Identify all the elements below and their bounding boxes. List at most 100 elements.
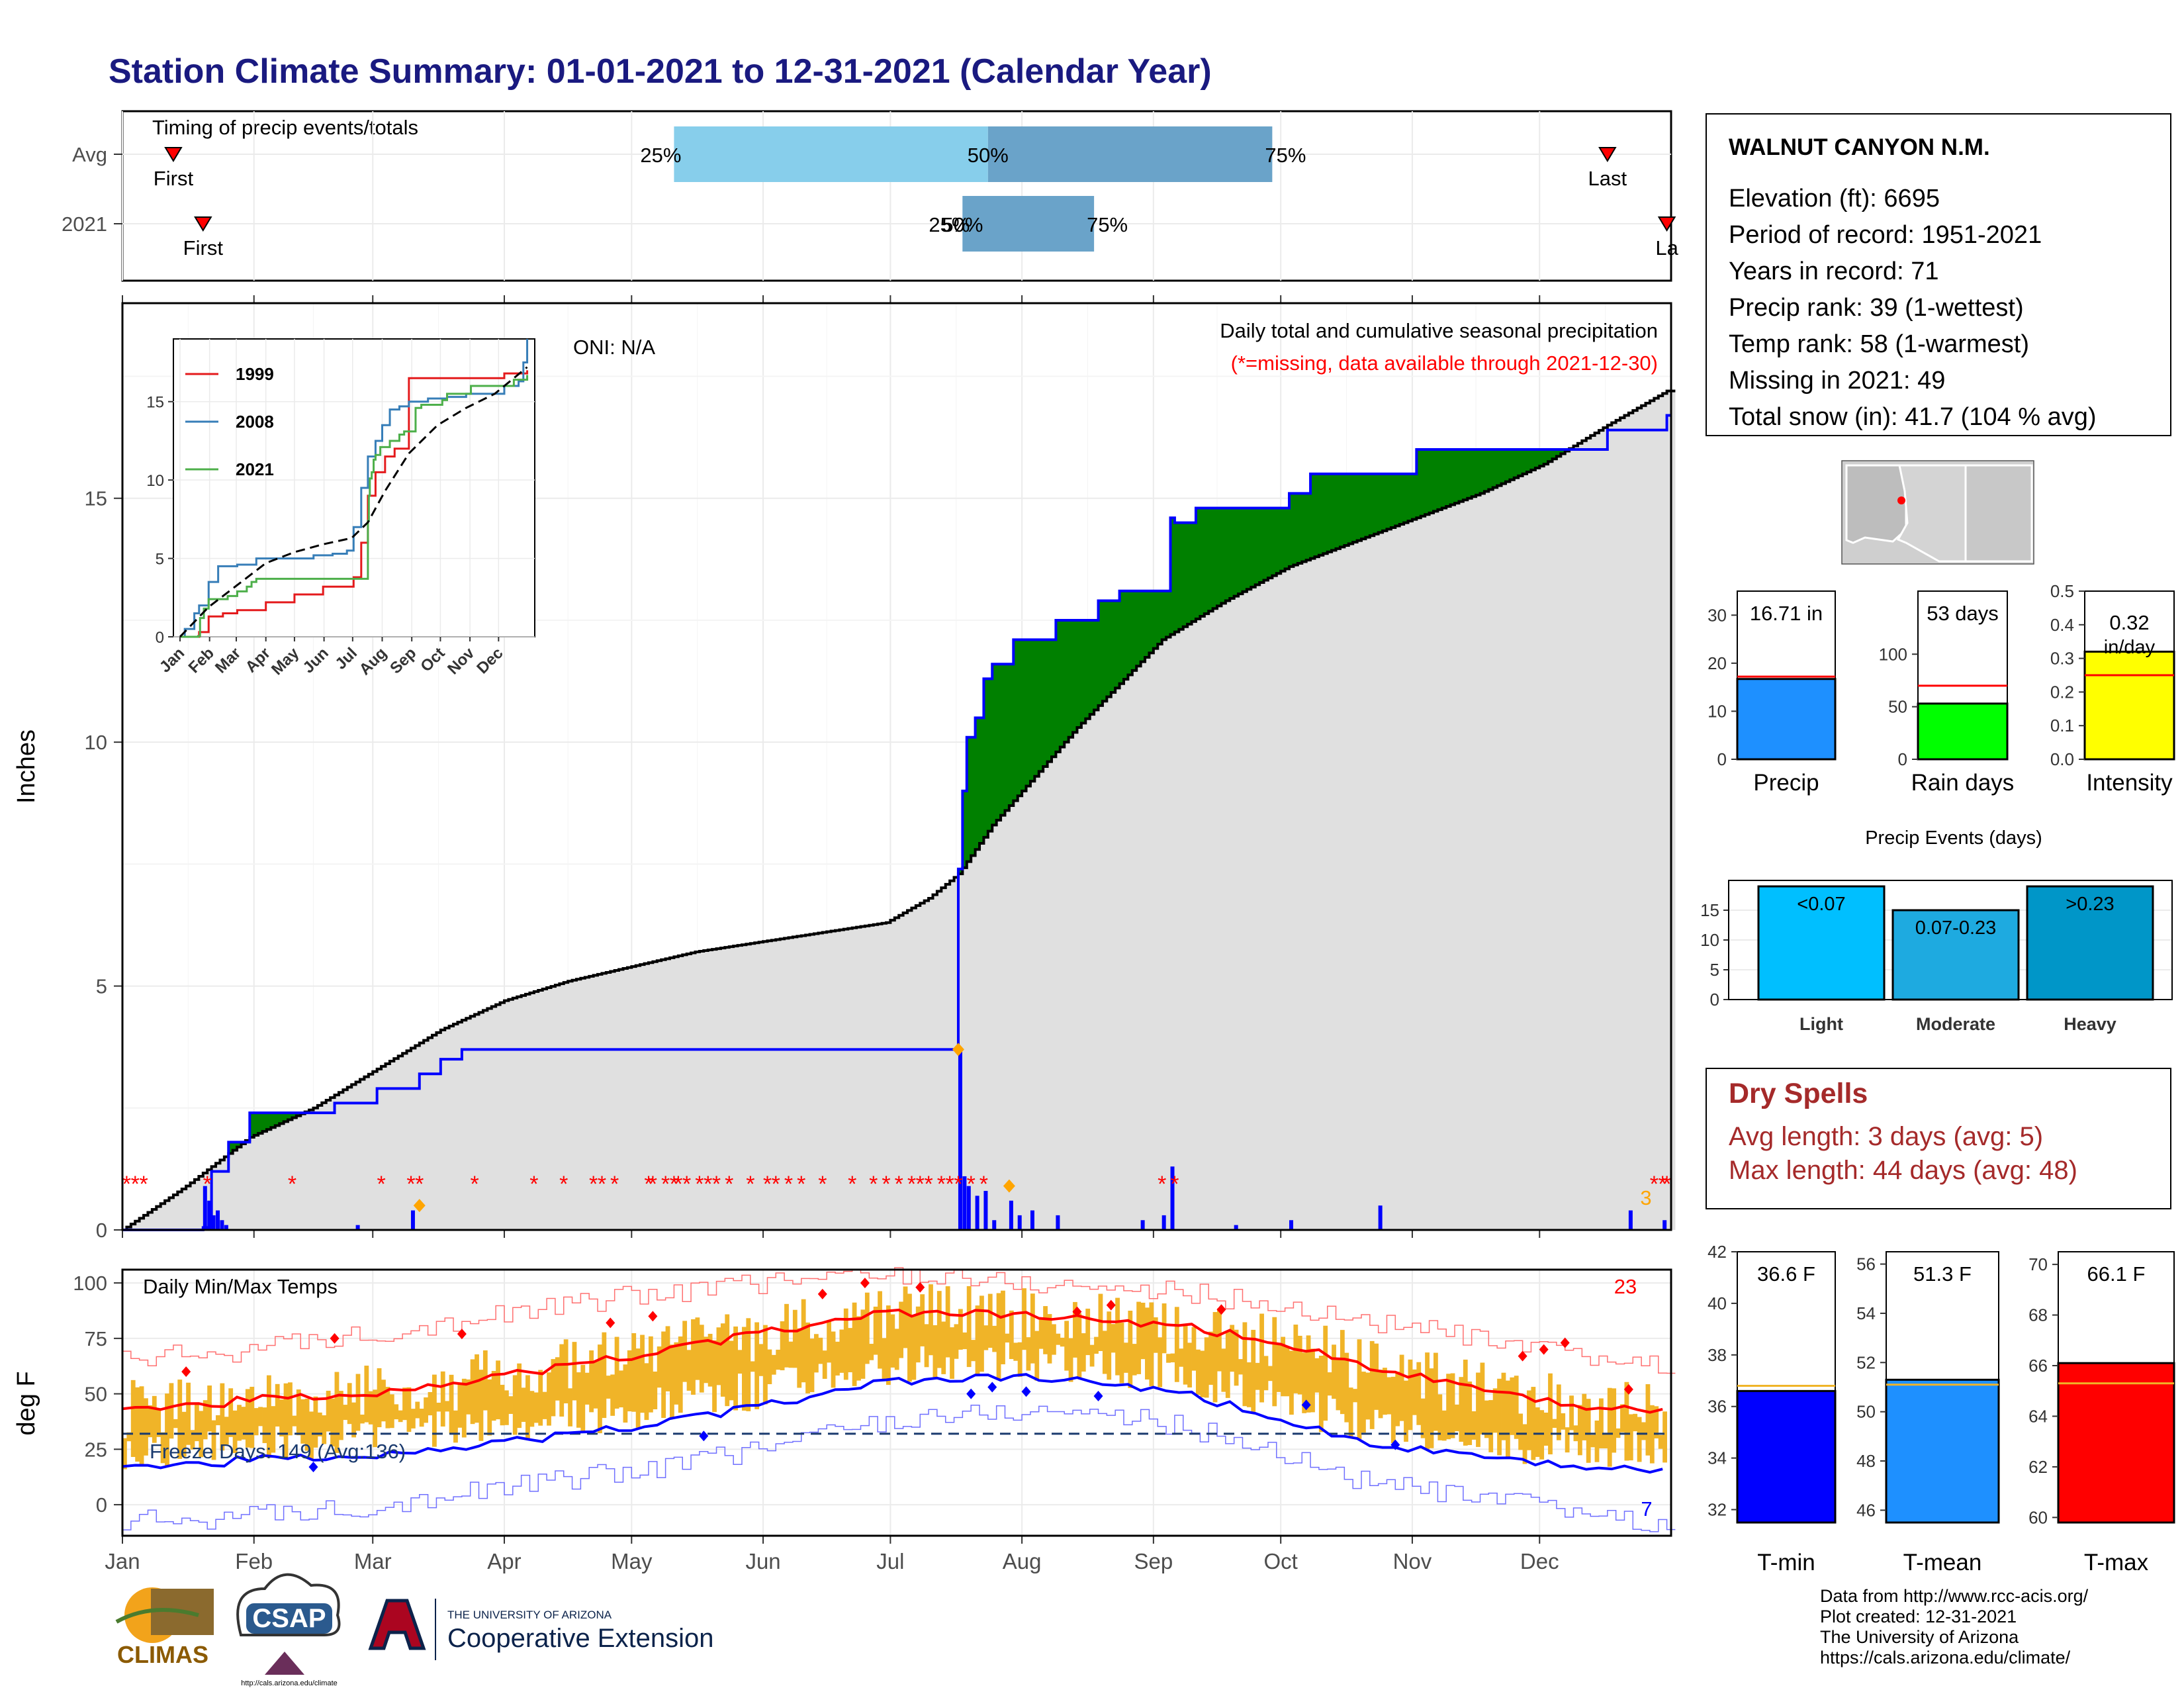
precip-departure-segment [1297, 493, 1302, 563]
missing-day-marker: * [674, 1172, 682, 1197]
precip-departure-segment [1395, 473, 1400, 526]
precip-departure-segment [1200, 508, 1205, 617]
temp-x-tick-label: Dec [1520, 1549, 1559, 1573]
daily-temp-bar [449, 1374, 454, 1434]
precip-departure-segment [1047, 639, 1052, 762]
daily-precip-bar [1628, 1210, 1633, 1230]
station-info-box: WALNUT CANYON N.M. Elevation (ft): 6695 P… [1706, 113, 2171, 436]
missing-day-marker: * [869, 1172, 878, 1197]
daily-temp-bar [627, 1350, 632, 1412]
precip-departure-segment [1285, 508, 1290, 569]
daily-temp-bar [245, 1389, 250, 1448]
daily-temp-bar [1662, 1411, 1667, 1463]
precip-departure-segment [279, 1113, 285, 1124]
precip-departure-segment [1234, 508, 1239, 596]
daily-temp-bar [152, 1395, 157, 1443]
tmean-gauge-bar [1885, 1378, 2000, 1524]
university-of-arizona-logo: THE UNIVERSITY OF ARIZONA Cooperative Ex… [368, 1599, 713, 1660]
main-y-tick-label: 5 [96, 975, 107, 998]
daily-temp-bar [864, 1292, 870, 1364]
precip-departure-segment [1056, 620, 1061, 752]
precip-departure-segment [1281, 508, 1286, 571]
daily-temp-bar [1310, 1348, 1315, 1413]
missing-day-marker: * [1170, 1172, 1179, 1197]
precip-departure-segment [1476, 449, 1481, 495]
page-title: Station Climate Summary: 01-01-2021 to 1… [109, 52, 1212, 91]
missing-day-marker: * [589, 1172, 598, 1197]
station-detail-line: Total snow (in): 41.7 (104 % avg) [1729, 403, 2097, 431]
ua-block-a [368, 1599, 426, 1650]
daily-temp-bar [220, 1383, 225, 1451]
daily-temp-bar [173, 1419, 178, 1429]
daily-temp-bar [334, 1372, 340, 1453]
timing-title: Timing of precip events/totals [152, 116, 418, 139]
precip-departure-segment [1332, 473, 1337, 551]
tmin-gauge-y-tick-label: 38 [1707, 1345, 1727, 1365]
precip-departure-segment [253, 1113, 259, 1136]
tmean-gauge-y-tick-label: 46 [1856, 1500, 1876, 1520]
timing-row-label: 2021 [62, 212, 107, 236]
daily-temp-bar [1395, 1372, 1400, 1427]
missing-day-marker: * [559, 1172, 568, 1197]
precip-departure-segment [283, 1113, 289, 1122]
daily-temp-bar [1238, 1359, 1243, 1375]
precip-departure-segment [258, 1113, 263, 1134]
daily-temp-bar [1615, 1428, 1621, 1438]
daily-precip-bar [1378, 1205, 1383, 1230]
daily-temp-bar [1353, 1389, 1357, 1403]
daily-temp-bar [207, 1385, 212, 1432]
inset-y-tick-label: 15 [146, 394, 164, 412]
daily-temp-bar [529, 1391, 535, 1427]
daily-temp-bar [1318, 1355, 1324, 1432]
daily-temp-bar [1425, 1352, 1430, 1450]
daily-temp-bar [894, 1329, 899, 1370]
daily-temp-bar [1022, 1288, 1026, 1350]
precip-departure-segment [1441, 449, 1447, 508]
daily-temp-bar [360, 1414, 365, 1424]
inset-y-tick-label: 0 [156, 629, 164, 647]
missing-day-marker: * [772, 1172, 780, 1197]
daily-temp-bar [1017, 1342, 1023, 1377]
daily-temp-bar [1183, 1323, 1188, 1385]
dry-spells-frame [1706, 1068, 2171, 1209]
daily-temp-bar [674, 1342, 679, 1405]
record-high-marker [1072, 1306, 1082, 1317]
freeze-days-label: Freeze Days: 149 (Avg:136) [150, 1440, 406, 1463]
normal-cumulative-area [122, 391, 1676, 1230]
precip-departure-segment [1369, 473, 1375, 536]
record-high-marker [648, 1311, 658, 1322]
daily-temp-bar [377, 1368, 382, 1428]
main-panel-frame [121, 302, 1672, 1231]
daily-temp-bar [1145, 1307, 1150, 1380]
precip-departure-segment [1204, 508, 1209, 614]
daily-temp-bar [1140, 1302, 1146, 1360]
timing-q50-label: 50% [968, 144, 1009, 167]
daily-temp-bar [729, 1340, 734, 1401]
daily-temp-bar [1340, 1330, 1345, 1415]
daily-precip-bar [207, 1200, 212, 1230]
daily-temp-bar [665, 1326, 670, 1391]
dry-spells-box: Dry Spells Avg length: 3 days (avg: 5) M… [1706, 1068, 2171, 1209]
tmax-gauge-y-tick-label: 64 [2028, 1406, 2048, 1426]
daily-temp-bar [1369, 1340, 1375, 1429]
tmax-gauge-bar [2057, 1362, 2175, 1524]
daily-temp-bar [1522, 1424, 1527, 1464]
intensity-gauge-unit-label: in/day [2104, 637, 2156, 658]
daily-temp-bar [725, 1314, 730, 1407]
daily-temp-bar [695, 1317, 700, 1380]
rain-days-gauge-y-tick-label: 100 [1879, 644, 1907, 664]
daily-temp-bar [322, 1415, 327, 1444]
daily-temp-bar [809, 1338, 815, 1393]
daily-temp-bar [1433, 1352, 1438, 1431]
record-high-marker [915, 1282, 925, 1293]
precip-departure-segment [1501, 449, 1506, 484]
daily-temp-bar [253, 1408, 259, 1436]
record-high-marker [606, 1317, 615, 1329]
credits-block: Data from http://www.rcc-acis.org/ Plot … [1820, 1586, 2177, 1668]
daily-temp-bar [1633, 1413, 1638, 1432]
daily-temp-bar [1060, 1337, 1065, 1347]
daily-temp-bar [160, 1432, 165, 1464]
daily-temp-bar [1119, 1323, 1124, 1383]
main-y-tick-label: 15 [85, 487, 107, 510]
precip-departure-segment [1323, 473, 1328, 554]
